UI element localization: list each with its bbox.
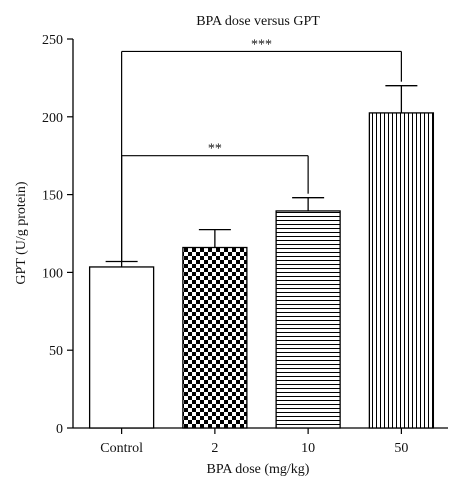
- bar-10: [275, 210, 341, 429]
- x-tick-label: 2: [211, 441, 218, 456]
- x-tick-label: 10: [301, 441, 315, 456]
- x-tick-label: 50: [394, 441, 408, 456]
- significance-label: **: [208, 142, 222, 157]
- bar-50: [368, 112, 435, 429]
- y-tick-label: 0: [56, 422, 63, 437]
- y-tick-label: 100: [42, 266, 63, 281]
- significance-label: ***: [251, 37, 272, 52]
- y-tick-label: 200: [42, 111, 63, 126]
- bar-2: [182, 246, 248, 429]
- y-tick-label: 50: [49, 344, 63, 359]
- bar-control: [88, 266, 155, 429]
- y-axis-label: GPT (U/g protein): [14, 181, 29, 285]
- x-tick-label: Control: [100, 441, 143, 456]
- y-tick-label: 150: [42, 189, 63, 204]
- chart-title: BPA dose versus GPT: [196, 14, 320, 29]
- y-tick-label: 250: [42, 33, 63, 48]
- x-axis-label: BPA dose (mg/kg): [207, 462, 310, 477]
